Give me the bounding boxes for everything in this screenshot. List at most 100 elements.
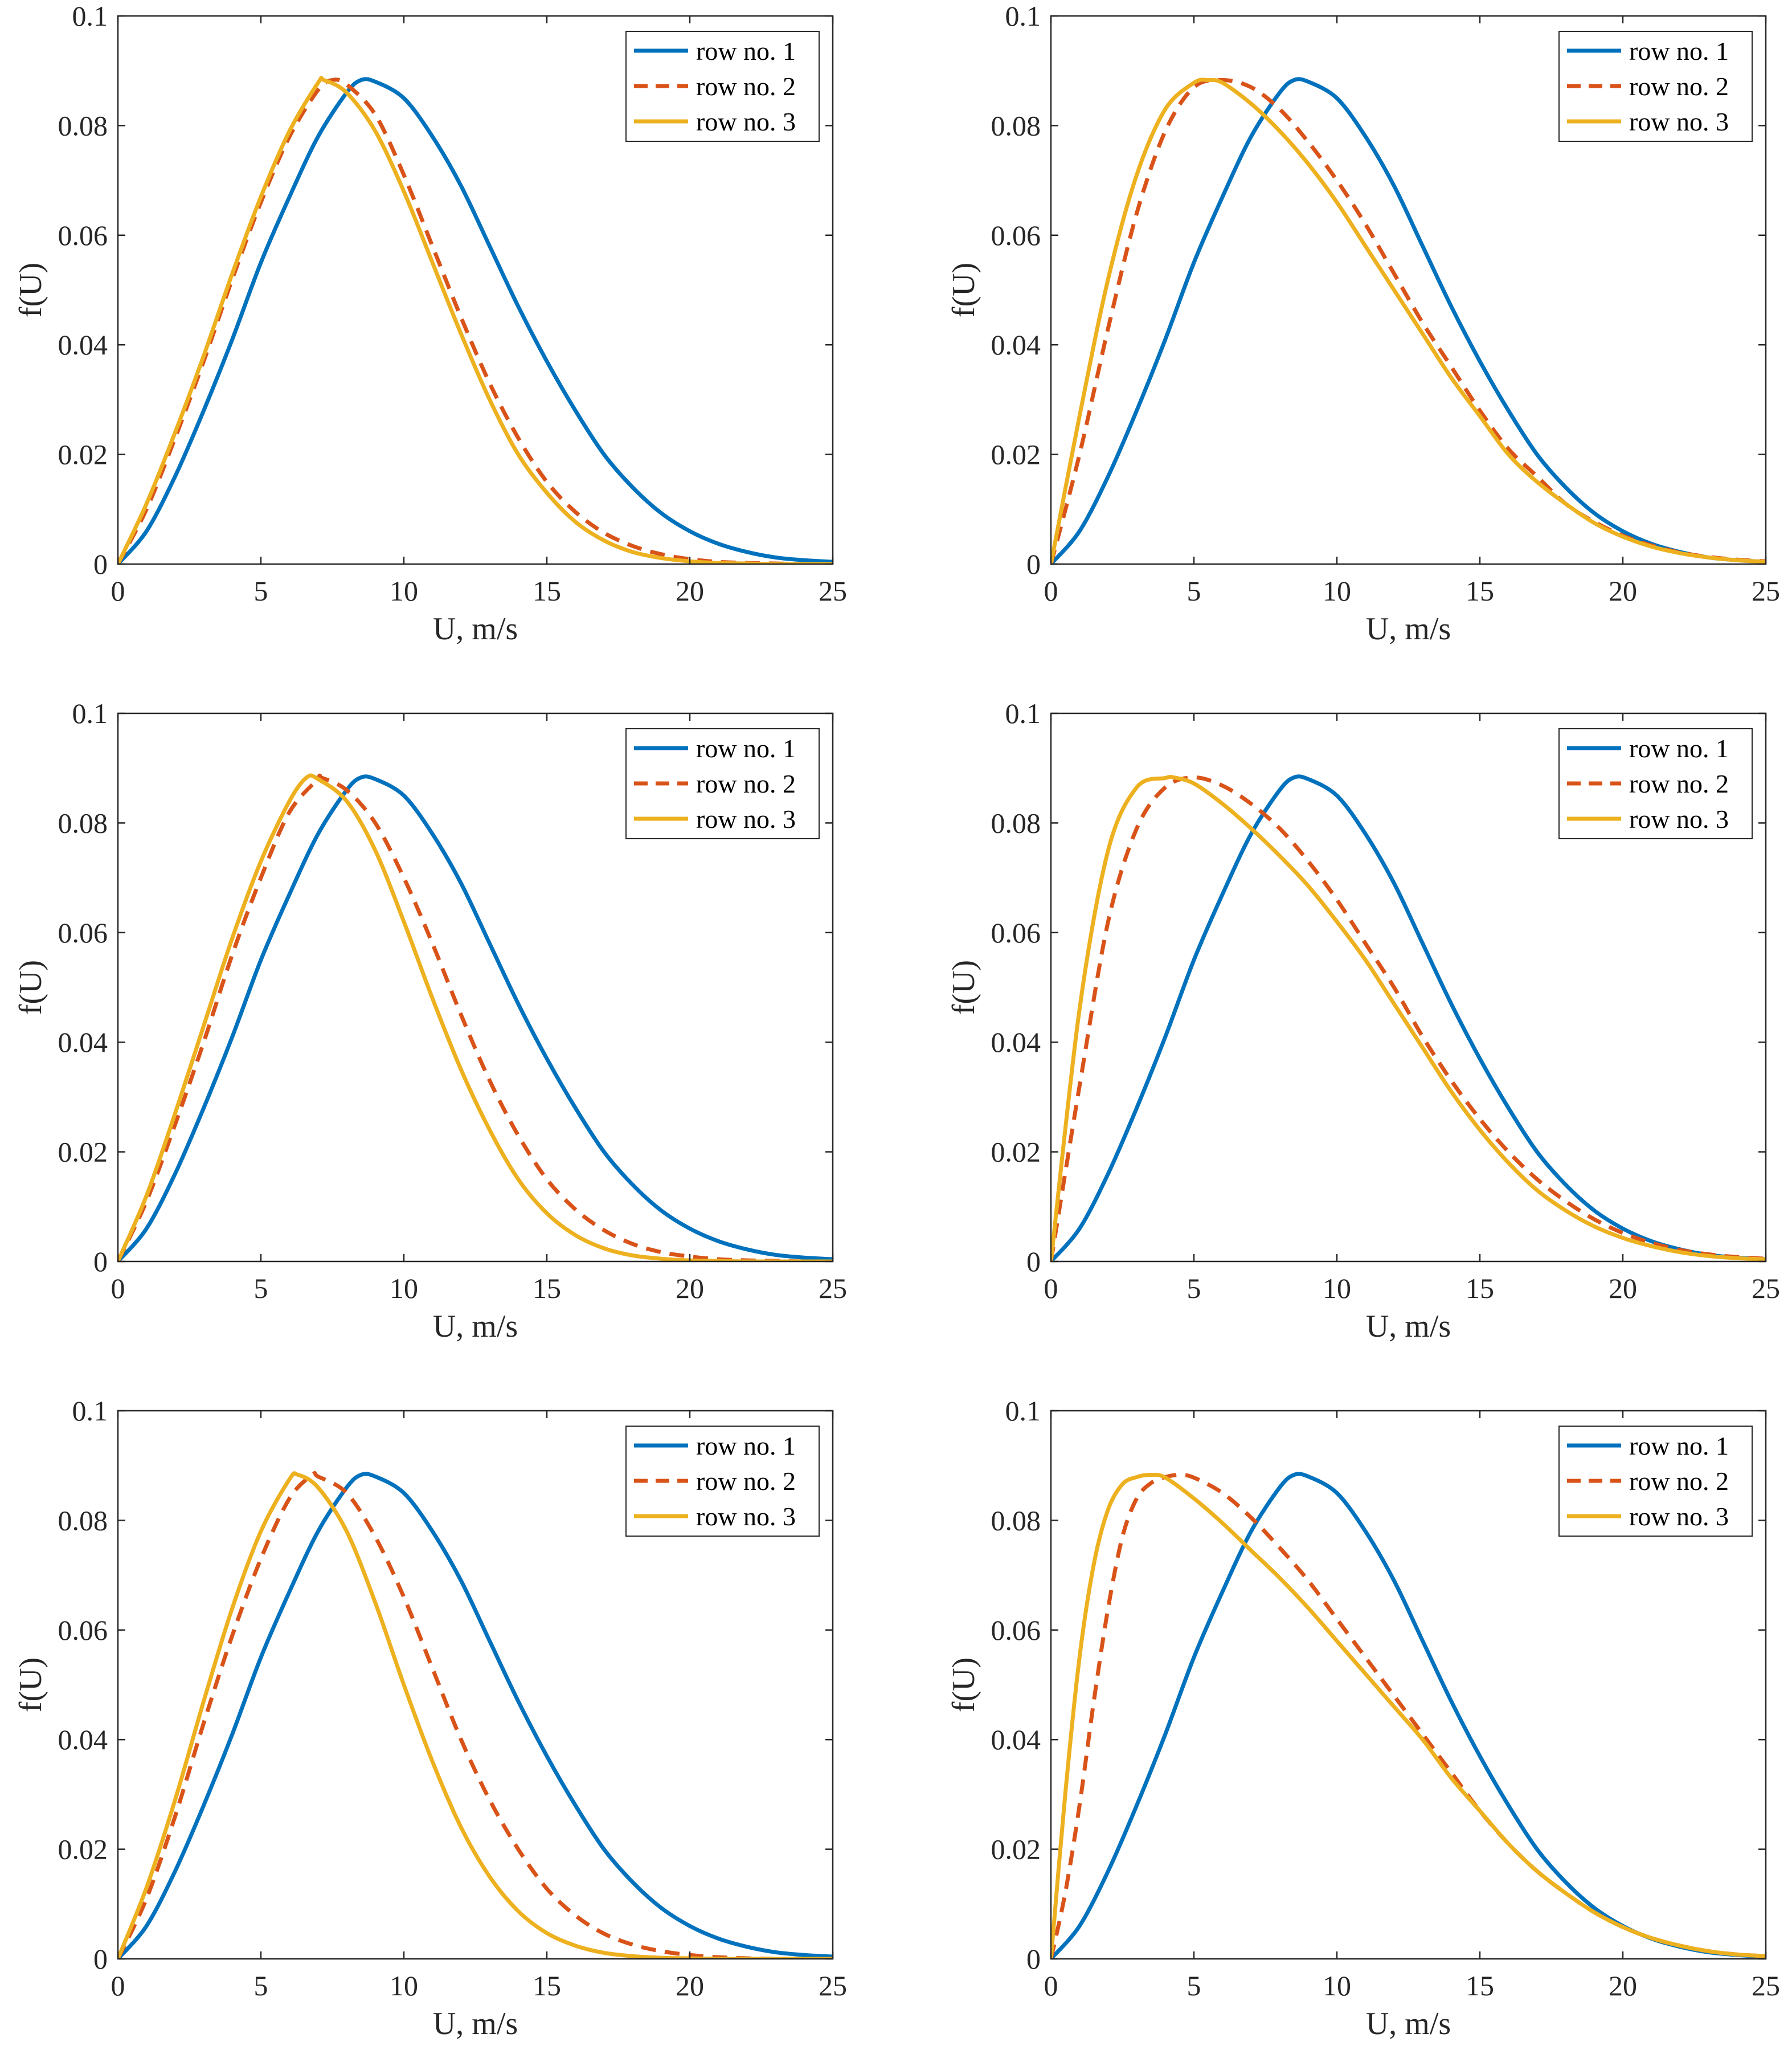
legend: row no. 1 row no. 2 row no. 3 <box>625 31 820 142</box>
y-tick-label: 0 <box>1026 1943 1041 1975</box>
legend-label-3: row no. 3 <box>696 107 796 136</box>
legend-label-2: row no. 2 <box>696 72 796 101</box>
y-axis-title: f(U) <box>946 1657 981 1712</box>
legend-label-2: row no. 2 <box>1629 1467 1729 1496</box>
y-tick-label: 0 <box>93 1943 108 1975</box>
x-tick-label: 20 <box>1609 575 1637 607</box>
y-tick-label: 0 <box>1026 1246 1041 1277</box>
y-tick-label: 0.06 <box>991 917 1041 949</box>
y-tick-label: 0.04 <box>991 1026 1041 1058</box>
legend-label-2: row no. 2 <box>696 1467 796 1496</box>
y-tick-label: 0.06 <box>58 1614 108 1646</box>
y-tick-label: 0.06 <box>58 219 108 251</box>
x-tick-label: 10 <box>390 1272 418 1304</box>
legend-label-1: row no. 1 <box>696 1431 796 1460</box>
series-group <box>118 76 833 564</box>
y-tick-label: 0.08 <box>991 1504 1041 1536</box>
x-tick-label: 10 <box>390 1970 418 2002</box>
x-tick-label: 5 <box>254 575 268 607</box>
chart-panel-middle-left: 0 5 10 15 20 25 0 0.02 0.04 0.06 0.08 0.1 U, m/s f(U)… <box>13 697 847 1344</box>
x-tick-label: 10 <box>1323 1272 1351 1304</box>
legend-label-2: row no. 2 <box>696 769 796 798</box>
x-tick-label: 0 <box>111 1272 125 1304</box>
y-tick-label: 0.02 <box>991 1834 1041 1865</box>
legend-label-1: row no. 1 <box>1629 36 1729 66</box>
x-tick-label: 0 <box>111 575 125 607</box>
series-line-3 <box>118 76 833 564</box>
x-tick-label: 5 <box>1187 1970 1201 2002</box>
legend: row no. 1 row no. 2 row no. 3 <box>625 728 820 839</box>
axes-box <box>1050 712 1767 1263</box>
x-tick-label: 15 <box>533 1970 561 2002</box>
series-line-1 <box>118 1472 833 1959</box>
legend-label-3: row no. 3 <box>696 805 796 834</box>
y-tick-label: 0 <box>93 548 108 580</box>
y-tick-label: 0.08 <box>991 109 1041 141</box>
axes-box <box>1050 1410 1767 1960</box>
legend-label-3: row no. 3 <box>1629 1502 1729 1531</box>
x-tick-label: 0 <box>1044 575 1058 607</box>
legend-label-2: row no. 2 <box>1629 769 1729 798</box>
legend: row no. 1 row no. 2 row no. 3 <box>1558 31 1753 142</box>
x-tick-label: 15 <box>1466 1272 1494 1304</box>
series-line-1 <box>118 77 833 564</box>
x-axis-title: U, m/s <box>433 2006 518 2041</box>
y-tick-label: 0 <box>93 1246 108 1277</box>
y-tick-label: 0.02 <box>58 439 108 471</box>
series-line-2 <box>1051 1473 1766 1959</box>
chart-panel-bottom-left: 0 5 10 15 20 25 0 0.02 0.04 0.06 0.08 0.1 U, m/s f(U)… <box>13 1395 847 2041</box>
chart-panel-middle-right: 0 5 10 15 20 25 0 0.02 0.04 0.06 0.08 0.1 U, m/s f(U)… <box>946 697 1780 1344</box>
series-group <box>1051 1472 1766 1959</box>
x-tick-label: 5 <box>1187 575 1201 607</box>
series-line-2 <box>118 1471 833 1959</box>
y-tick-label: 0.02 <box>58 1834 108 1865</box>
y-tick-label: 0.08 <box>58 1504 108 1536</box>
axes-box <box>1050 15 1767 565</box>
x-tick-label: 20 <box>1609 1272 1637 1304</box>
legend-label-1: row no. 1 <box>1629 1431 1729 1460</box>
y-tick-label: 0.06 <box>991 1614 1041 1646</box>
x-tick-label: 20 <box>676 575 704 607</box>
axes-box <box>117 1410 834 1960</box>
x-tick-label: 0 <box>1044 1970 1058 2002</box>
x-tick-label: 0 <box>1044 1272 1058 1304</box>
legend-label-1: row no. 1 <box>1629 734 1729 763</box>
series-group <box>1051 77 1766 564</box>
x-tick-label: 20 <box>1609 1970 1637 2002</box>
x-tick-label: 5 <box>254 1970 268 2002</box>
y-tick-label: 0.1 <box>72 0 108 32</box>
series-line-1 <box>1051 774 1766 1261</box>
chart-panel-bottom-right: 0 5 10 15 20 25 0 0.02 0.04 0.06 0.08 0.1 U, m/s f(U)… <box>946 1395 1780 2041</box>
x-tick-label: 25 <box>819 1970 847 2002</box>
legend: row no. 1 row no. 2 row no. 3 <box>1558 1426 1753 1537</box>
series-line-1 <box>1051 77 1766 564</box>
y-axis-title: f(U) <box>13 263 48 317</box>
y-tick-label: 0.1 <box>1005 1395 1041 1427</box>
y-tick-label: 0.1 <box>1005 0 1041 32</box>
legend-label-1: row no. 1 <box>696 36 796 66</box>
series-line-2 <box>118 773 833 1261</box>
series-line-1 <box>118 774 833 1261</box>
y-tick-label: 0.1 <box>72 697 108 729</box>
y-tick-label: 0.04 <box>58 1724 108 1755</box>
legend-label-1: row no. 1 <box>696 734 796 763</box>
axes-box <box>117 15 834 565</box>
x-axis-title: U, m/s <box>1366 611 1451 647</box>
x-tick-label: 15 <box>1466 575 1494 607</box>
x-tick-label: 10 <box>1323 575 1351 607</box>
x-tick-label: 20 <box>676 1970 704 2002</box>
legend: row no. 1 row no. 2 row no. 3 <box>1558 728 1753 839</box>
legend: row no. 1 row no. 2 row no. 3 <box>625 1426 820 1537</box>
x-tick-label: 5 <box>1187 1272 1201 1304</box>
y-tick-label: 0.1 <box>1005 697 1041 729</box>
x-axis-title: U, m/s <box>433 1309 518 1344</box>
x-tick-label: 15 <box>533 575 561 607</box>
x-tick-label: 15 <box>533 1272 561 1304</box>
series-line-3 <box>118 773 833 1261</box>
y-tick-label: 0.04 <box>991 329 1041 361</box>
y-tick-label: 0.02 <box>991 1136 1041 1168</box>
axes-box <box>117 712 834 1263</box>
y-tick-label: 0.04 <box>991 1724 1041 1755</box>
x-axis-title: U, m/s <box>433 611 518 647</box>
